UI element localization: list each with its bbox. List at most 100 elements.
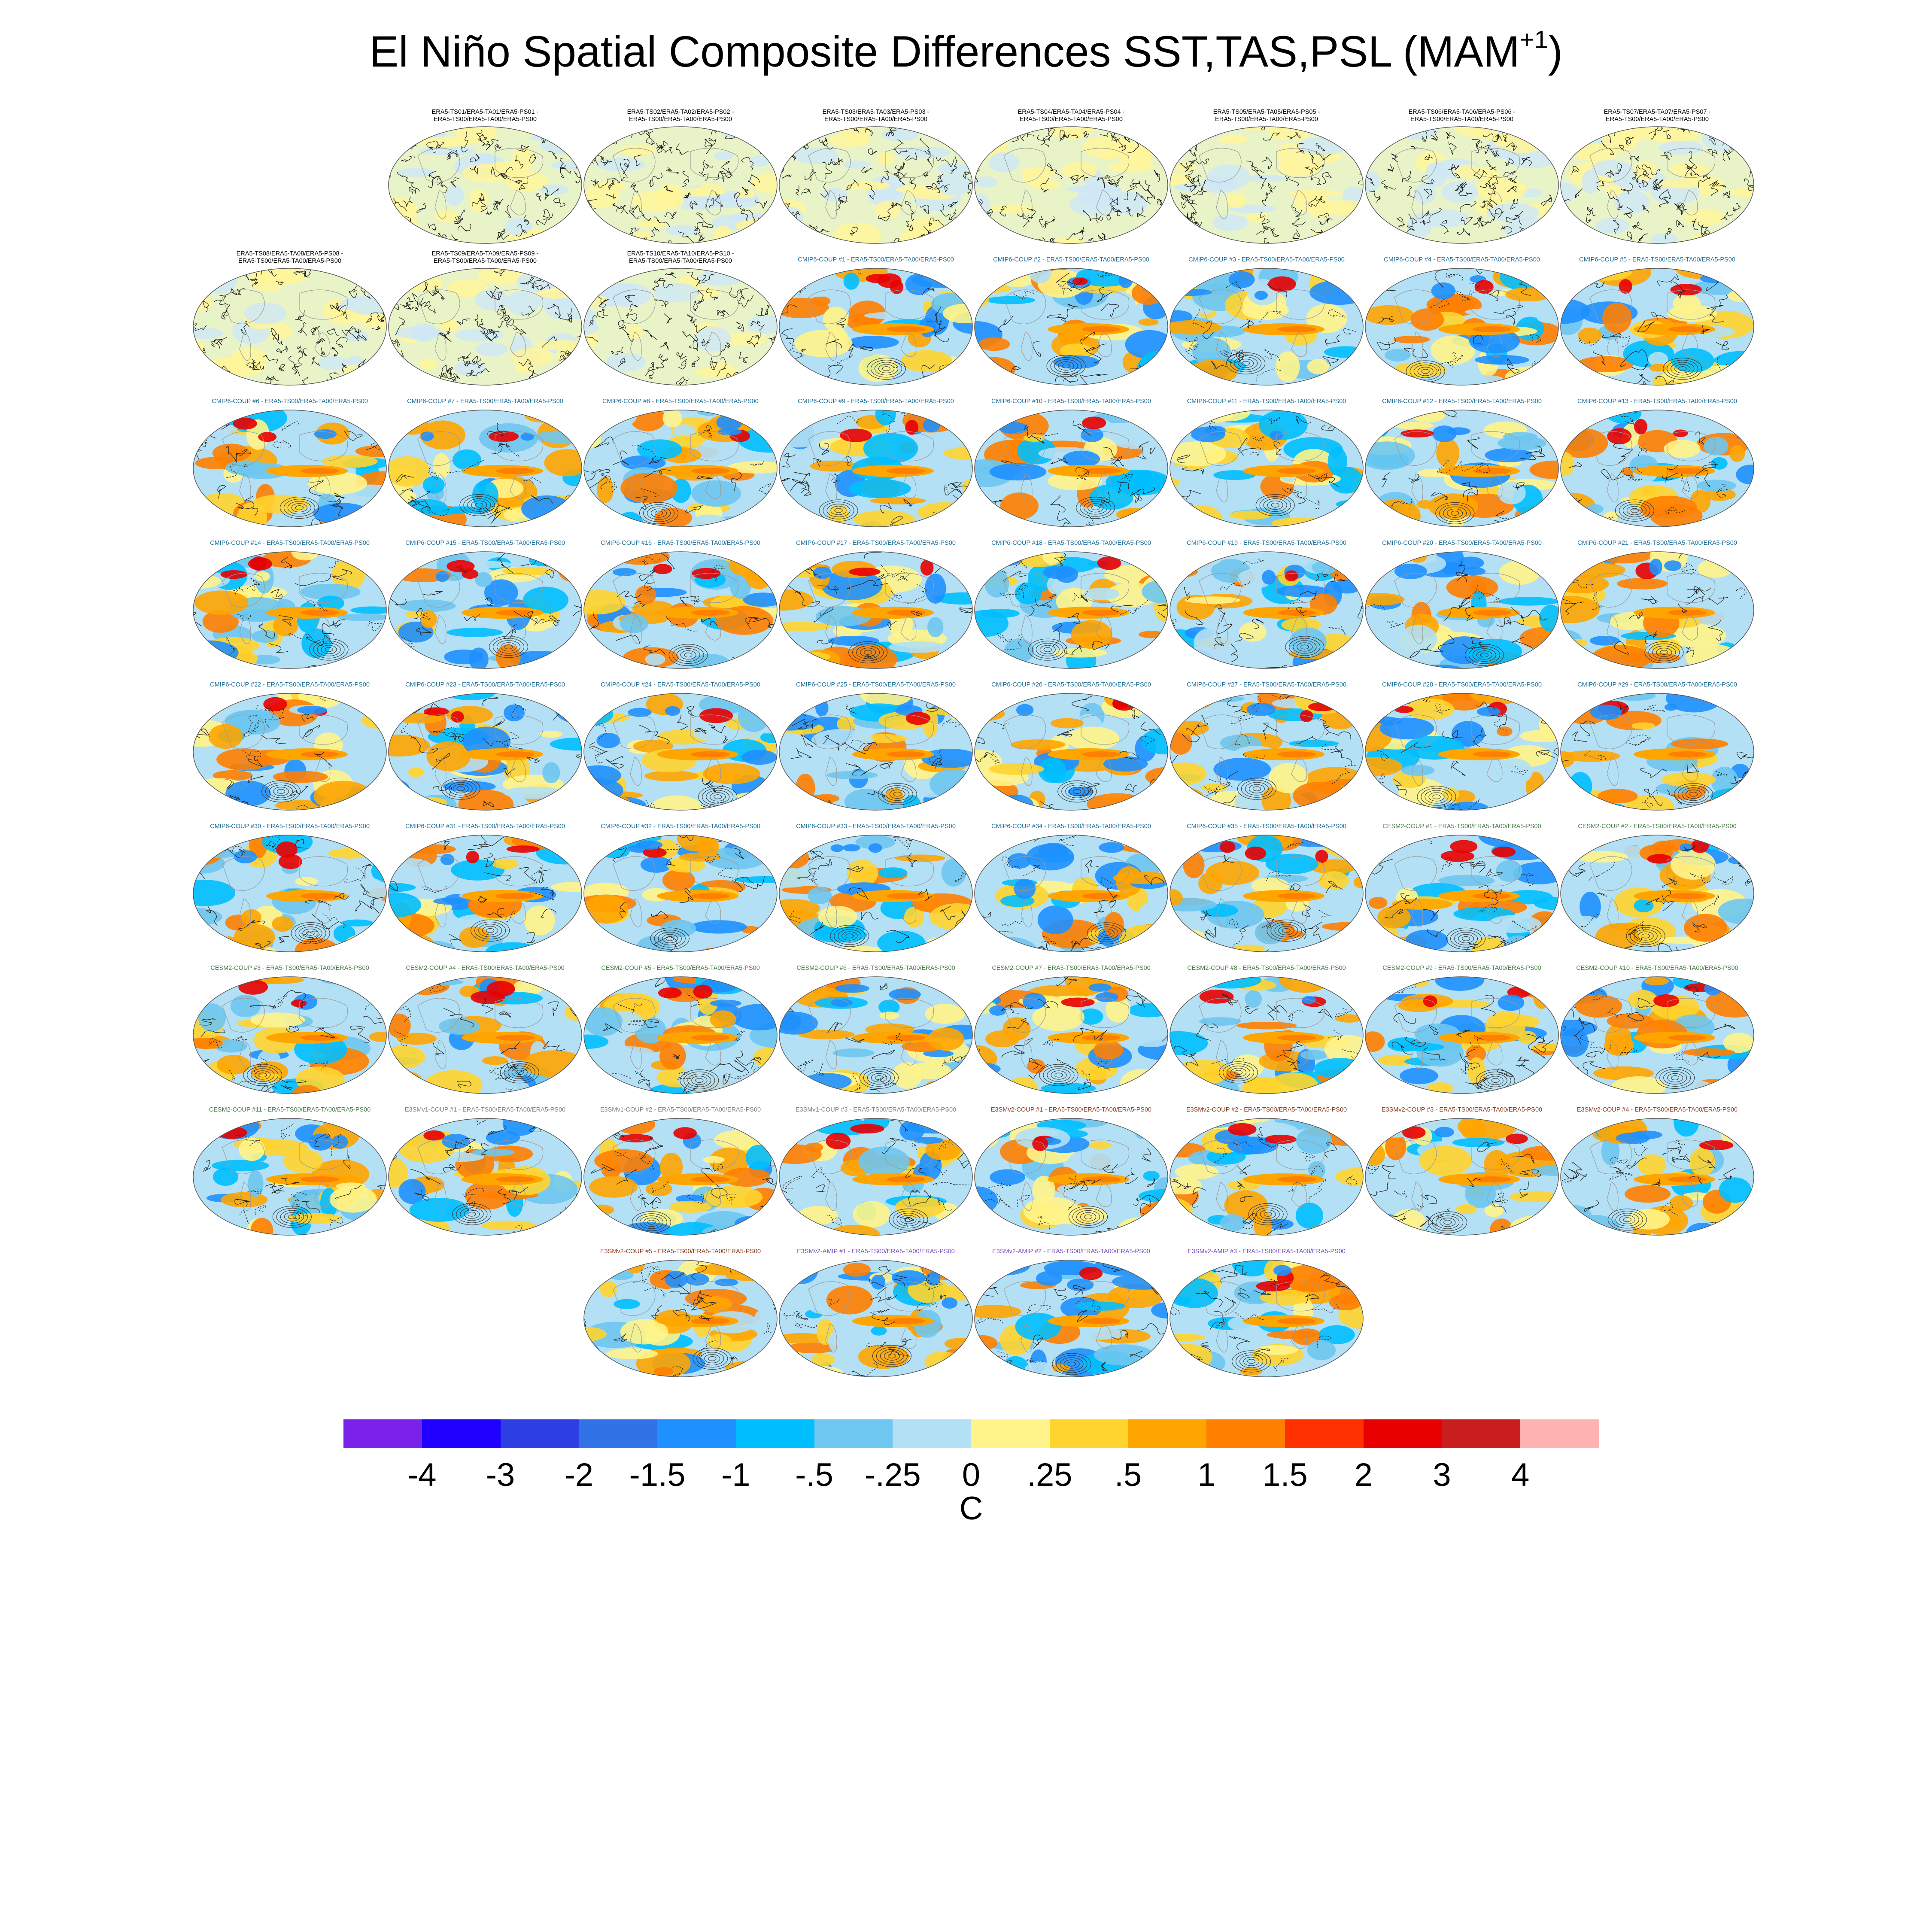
colorbar-box xyxy=(422,1419,501,1448)
panel-label-line2: ERA5-TS00/ERA5-TA00/ERA5-PS00 xyxy=(1606,116,1709,123)
panel-label: CMIP6-COUP #31 - ERA5-TS00/ERA5-TA00/ERA… xyxy=(405,823,565,830)
model-panel: CMIP6-COUP #16 - ERA5-TS00/ERA5-TA00/ERA… xyxy=(582,535,779,672)
panel-label: E3SMv1-COUP #3 - ERA5-TS00/ERA5-TA00/ERA… xyxy=(795,1106,957,1113)
panel-label: ERA5-TS01/ERA5-TA01/ERA5-PS01 - ERA5-TS00… xyxy=(374,109,597,123)
model-panel: CMIP6-COUP #3 - ERA5-TS00/ERA5-TA00/ERA5… xyxy=(1168,251,1365,389)
composite-map xyxy=(1365,126,1559,244)
panel-label: CMIP6-COUP #34 - ERA5-TS00/ERA5-TA00/ERA… xyxy=(991,823,1151,830)
panel-label: E3SMv2-AMIP #3 - ERA5-TS00/ERA5-TA00/ERA… xyxy=(1188,1248,1346,1255)
panel-label: ERA5-TS09/ERA5-TA09/ERA5-PS09 - ERA5-TS00… xyxy=(374,250,597,265)
composite-map xyxy=(583,551,778,669)
composite-map xyxy=(1560,693,1754,811)
composite-map xyxy=(1560,1118,1754,1236)
colorbar-tick-label: -.5 xyxy=(795,1457,833,1493)
composite-map xyxy=(1170,693,1364,811)
panel-label: CMIP6-COUP #13 - ERA5-TS00/ERA5-TA00/ERA… xyxy=(1577,398,1737,405)
panel-label: CMIP6-COUP #10 - ERA5-TS00/ERA5-TA00/ERA… xyxy=(991,398,1151,405)
colorbar-units: C xyxy=(959,1490,983,1527)
composite-map xyxy=(388,693,582,811)
composite-map xyxy=(1170,268,1364,386)
model-panel: CMIP6-COUP #14 - ERA5-TS00/ERA5-TA00/ERA… xyxy=(191,535,389,672)
era5-panel: ERA5-TS08/ERA5-TA08/ERA5-PS08 - ERA5-TS00… xyxy=(191,250,389,389)
panel-label: ERA5-TS04/ERA5-TA04/ERA5-PS04 - ERA5-TS00… xyxy=(960,109,1183,123)
composite-map xyxy=(779,1260,973,1377)
panel-label: CMIP6-COUP #14 - ERA5-TS00/ERA5-TA00/ERA… xyxy=(210,540,370,547)
panel-label: E3SMv2-AMIP #1 - ERA5-TS00/ERA5-TA00/ERA… xyxy=(797,1248,955,1255)
model-panel: CESM2-COUP #6 - ERA5-TS00/ERA5-TA00/ERA5… xyxy=(777,960,975,1097)
colorbar-tick-label: -1.5 xyxy=(629,1457,686,1493)
model-panel: CESM2-COUP #8 - ERA5-TS00/ERA5-TA00/ERA5… xyxy=(1168,960,1365,1097)
panel-label: CMIP6-COUP #19 - ERA5-TS00/ERA5-TA00/ERA… xyxy=(1187,540,1346,547)
panel-label: E3SMv2-COUP #3 - ERA5-TS00/ERA5-TA00/ERA… xyxy=(1381,1106,1543,1113)
composite-map xyxy=(1560,126,1754,244)
colorbar-box xyxy=(971,1419,1050,1448)
model-panel: CMIP6-COUP #27 - ERA5-TS00/ERA5-TA00/ERA… xyxy=(1168,676,1365,814)
panel-label: ERA5-TS05/ERA5-TA05/ERA5-PS05 - ERA5-TS00… xyxy=(1155,109,1378,123)
panel-label: CESM2-COUP #1 - ERA5-TS00/ERA5-TA00/ERA5… xyxy=(1382,823,1541,830)
colorbar-tick-label: -1 xyxy=(721,1457,750,1493)
composite-map xyxy=(1365,410,1559,527)
composite-map xyxy=(388,268,582,386)
panel-label: CMIP6-COUP #6 - ERA5-TS00/ERA5-TA00/ERA5… xyxy=(212,398,368,405)
panel-label: CMIP6-COUP #16 - ERA5-TS00/ERA5-TA00/ERA… xyxy=(601,540,760,547)
panel-label: CMIP6-COUP #1 - ERA5-TS00/ERA5-TA00/ERA5… xyxy=(798,256,954,263)
model-panel: CMIP6-COUP #1 - ERA5-TS00/ERA5-TA00/ERA5… xyxy=(777,251,975,389)
panel-label: ERA5-TS06/ERA5-TA06/ERA5-PS06 - ERA5-TS00… xyxy=(1350,109,1574,123)
composite-map xyxy=(779,1118,973,1236)
composite-map xyxy=(974,976,1168,1094)
colorbar-tick-label: 0 xyxy=(962,1457,981,1493)
composite-map xyxy=(193,268,387,386)
model-panel: CMIP6-COUP #20 - ERA5-TS00/ERA5-TA00/ERA… xyxy=(1363,535,1561,672)
colorbar-tick-label: 1 xyxy=(1197,1457,1216,1493)
era5-panel: ERA5-TS05/ERA5-TA05/ERA5-PS05 - ERA5-TS00… xyxy=(1168,109,1365,247)
panel-label: ERA5-TS03/ERA5-TA03/ERA5-PS03 - ERA5-TS00… xyxy=(764,109,987,123)
model-panel: CMIP6-COUP #12 - ERA5-TS00/ERA5-TA00/ERA… xyxy=(1363,393,1561,530)
composite-map xyxy=(1170,1118,1364,1236)
colorbar-box xyxy=(657,1419,736,1448)
era5-panel: ERA5-TS06/ERA5-TA06/ERA5-PS06 - ERA5-TS00… xyxy=(1363,109,1561,247)
model-panel: CMIP6-COUP #21 - ERA5-TS00/ERA5-TA00/ERA… xyxy=(1558,535,1756,672)
panel-label: CMIP6-COUP #7 - ERA5-TS00/ERA5-TA00/ERA5… xyxy=(407,398,563,405)
title-close: ) xyxy=(1548,27,1563,76)
model-panel: CMIP6-COUP #35 - ERA5-TS00/ERA5-TA00/ERA… xyxy=(1168,818,1365,955)
colorbar xyxy=(343,1419,1599,1448)
panel-label-line2: ERA5-TS00/ERA5-TA00/ERA5-PS00 xyxy=(629,116,732,123)
figure-title: El Niño Spatial Composite Differences SS… xyxy=(0,26,1932,77)
composite-map xyxy=(583,268,778,386)
composite-map xyxy=(1560,551,1754,669)
model-panel: CMIP6-COUP #26 - ERA5-TS00/ERA5-TA00/ERA… xyxy=(972,676,1170,814)
composite-map xyxy=(1170,551,1364,669)
map-panel-grid: ERA5-TS01/ERA5-TA01/ERA5-PS01 - ERA5-TS00… xyxy=(191,109,1769,1377)
model-panel: CMIP6-COUP #2 - ERA5-TS00/ERA5-TA00/ERA5… xyxy=(972,251,1170,389)
composite-map xyxy=(193,1118,387,1236)
model-panel: CESM2-COUP #10 - ERA5-TS00/ERA5-TA00/ERA… xyxy=(1558,960,1756,1097)
model-panel: CMIP6-COUP #5 - ERA5-TS00/ERA5-TA00/ERA5… xyxy=(1558,251,1756,389)
panel-label: ERA5-TS07/ERA5-TA07/ERA5-PS07 - ERA5-TS00… xyxy=(1546,109,1769,123)
composite-map xyxy=(1560,268,1754,386)
panel-label: CMIP6-COUP #27 - ERA5-TS00/ERA5-TA00/ERA… xyxy=(1187,681,1346,688)
colorbar-box xyxy=(893,1419,972,1448)
composite-map xyxy=(974,268,1168,386)
composite-map xyxy=(1365,693,1559,811)
title-main: El Niño Spatial Composite Differences SS… xyxy=(369,27,1520,76)
composite-map xyxy=(193,551,387,669)
composite-map xyxy=(1170,976,1364,1094)
model-panel: CMIP6-COUP #23 - ERA5-TS00/ERA5-TA00/ERA… xyxy=(386,676,584,814)
era5-panel: ERA5-TS03/ERA5-TA03/ERA5-PS03 - ERA5-TS00… xyxy=(777,109,975,247)
panel-label: CESM2-COUP #4 - ERA5-TS00/ERA5-TA00/ERA5… xyxy=(406,965,565,972)
colorbar-tick-label: -3 xyxy=(486,1457,515,1493)
composite-map xyxy=(193,410,387,527)
panel-label-line2: ERA5-TS00/ERA5-TA00/ERA5-PS00 xyxy=(434,116,537,123)
model-panel: CMIP6-COUP #29 - ERA5-TS00/ERA5-TA00/ERA… xyxy=(1558,676,1756,814)
composite-map xyxy=(583,126,778,244)
panel-label: CESM2-COUP #9 - ERA5-TS00/ERA5-TA00/ERA5… xyxy=(1382,965,1541,972)
panel-label: E3SMv2-COUP #4 - ERA5-TS00/ERA5-TA00/ERA… xyxy=(1577,1106,1738,1113)
model-panel: E3SMv1-COUP #1 - ERA5-TS00/ERA5-TA00/ERA… xyxy=(386,1101,584,1239)
composite-map xyxy=(779,126,973,244)
composite-map xyxy=(583,1118,778,1236)
composite-map xyxy=(193,835,387,952)
composite-map xyxy=(583,835,778,952)
panel-label-line1: ERA5-TS08/ERA5-TA08/ERA5-PS08 - xyxy=(236,250,343,257)
composite-map xyxy=(1365,268,1559,386)
panel-label: CMIP6-COUP #21 - ERA5-TS00/ERA5-TA00/ERA… xyxy=(1577,540,1737,547)
